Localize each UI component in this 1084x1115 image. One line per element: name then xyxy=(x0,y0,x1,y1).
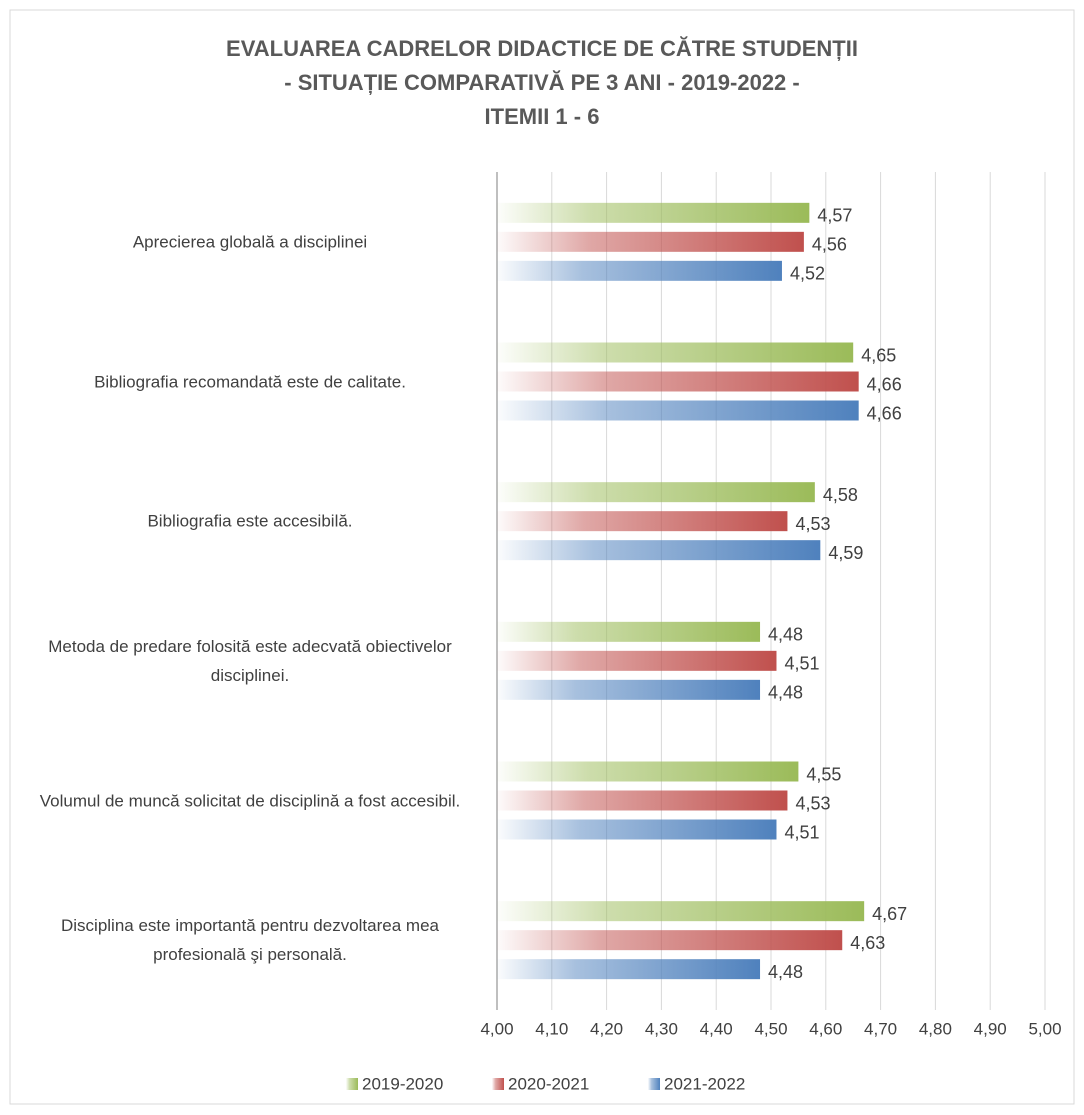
data-label: 4,66 xyxy=(867,403,902,423)
x-tick-label: 4,60 xyxy=(809,1019,842,1038)
data-label: 4,56 xyxy=(812,235,847,255)
bar xyxy=(497,930,843,951)
chart-title: EVALUAREA CADRELOR DIDACTICE DE CĂTRE ST… xyxy=(226,36,858,61)
x-tick-label: 4,00 xyxy=(480,1019,513,1038)
bar xyxy=(497,901,865,922)
data-label: 4,58 xyxy=(823,485,858,505)
legend-label: 2021-2022 xyxy=(664,1074,745,1093)
bar xyxy=(497,819,777,840)
bar xyxy=(497,679,761,700)
bar xyxy=(497,231,804,252)
data-label: 4,48 xyxy=(768,683,803,703)
data-label: 4,53 xyxy=(795,514,830,534)
data-label: 4,55 xyxy=(806,764,841,784)
bar xyxy=(497,959,761,980)
x-tick-label: 4,80 xyxy=(919,1019,952,1038)
x-tick-label: 4,90 xyxy=(974,1019,1007,1038)
y-tick-label: Bibliografia recomandată este de calitat… xyxy=(94,372,406,391)
chart-title: ITEMII 1 - 6 xyxy=(485,104,600,129)
y-tick-label: Disciplina este importantă pentru dezvol… xyxy=(61,916,439,965)
y-tick-label: Bibliografia este accesibilă. xyxy=(147,511,353,531)
bar xyxy=(497,400,859,421)
bar xyxy=(497,260,782,281)
chart-title: - SITUAȚIE COMPARATIVĂ PE 3 ANI - 2019-2… xyxy=(284,70,799,95)
data-label: 4,52 xyxy=(790,264,825,284)
x-tick-label: 4,10 xyxy=(535,1019,568,1038)
bar xyxy=(497,761,799,782)
y-tick-label: Metoda de predare folosită este adecvată… xyxy=(48,636,452,685)
data-label: 4,59 xyxy=(828,543,863,563)
legend-marker xyxy=(492,1078,504,1090)
legend-marker xyxy=(648,1078,660,1090)
data-label: 4,53 xyxy=(795,793,830,813)
y-tick-label: Volumul de muncă solicitat de disciplină… xyxy=(39,791,461,810)
bar xyxy=(497,511,788,532)
bar xyxy=(497,540,821,561)
y-tick-label: Aprecierea globală a disciplinei xyxy=(132,232,368,252)
x-tick-label: 4,40 xyxy=(700,1019,733,1038)
legend-label: 2019-2020 xyxy=(362,1074,443,1093)
data-label: 4,63 xyxy=(850,933,885,953)
data-label: 4,66 xyxy=(867,374,902,394)
x-tick-label: 4,20 xyxy=(590,1019,623,1038)
x-tick-label: 4,50 xyxy=(754,1019,787,1038)
x-tick-label: 4,30 xyxy=(645,1019,678,1038)
data-label: 4,51 xyxy=(784,654,819,674)
bar xyxy=(497,342,854,363)
bar xyxy=(497,621,761,642)
bar xyxy=(497,650,777,671)
bar xyxy=(497,202,810,223)
data-label: 4,65 xyxy=(861,345,896,365)
data-label: 4,57 xyxy=(817,206,852,226)
data-label: 4,51 xyxy=(784,822,819,842)
bar xyxy=(497,371,859,392)
data-label: 4,48 xyxy=(768,962,803,982)
legend-label: 2020-2021 xyxy=(508,1074,589,1093)
bar xyxy=(497,790,788,811)
legend-marker xyxy=(346,1078,358,1090)
x-tick-label: 5,00 xyxy=(1028,1019,1061,1038)
x-tick-label: 4,70 xyxy=(864,1019,897,1038)
data-label: 4,67 xyxy=(872,904,907,924)
bar xyxy=(497,482,815,503)
data-label: 4,48 xyxy=(768,625,803,645)
